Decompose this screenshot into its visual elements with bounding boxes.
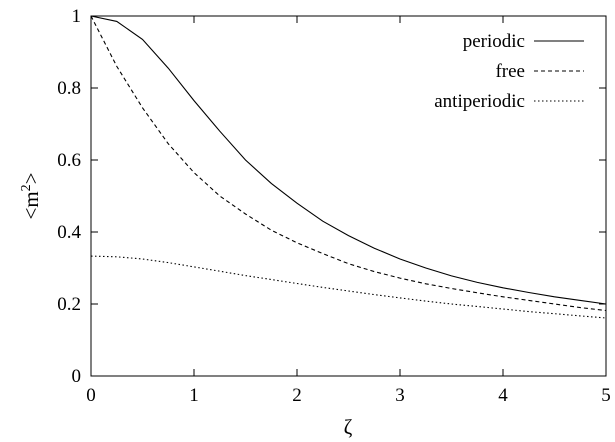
y-axis-label-superscript: 2 <box>19 184 34 191</box>
y-axis-label: <m2> <box>19 172 43 219</box>
axis-tick-labels: 0 1 2 3 4 5 0 0.2 0.4 0.6 0.8 1 <box>57 6 611 406</box>
y-tick-label: 0.6 <box>57 150 81 171</box>
y-axis-label-base: <m <box>19 191 43 219</box>
series-lines <box>90 15 607 319</box>
x-axis-label: ζ <box>344 415 353 439</box>
y-tick-label: 0.2 <box>57 294 81 315</box>
series-line-periodic <box>90 15 607 305</box>
axis-ticks <box>90 15 607 377</box>
x-tick-label: 5 <box>601 385 611 406</box>
x-tick-label: 2 <box>292 385 302 406</box>
legend-label-periodic: periodic <box>463 31 525 52</box>
legend-label-antiperiodic: antiperiodic <box>434 91 525 112</box>
y-axis-label-close: > <box>19 172 43 184</box>
series-line-antiperiodic <box>90 255 607 319</box>
x-tick-label: 1 <box>189 385 199 406</box>
x-tick-label: 3 <box>395 385 405 406</box>
legend: periodic free antiperiodic <box>434 31 584 112</box>
series-line-free <box>90 15 607 312</box>
y-tick-label: 0.4 <box>57 222 81 243</box>
x-tick-label: 4 <box>498 385 508 406</box>
y-tick-label: 0 <box>72 366 82 387</box>
x-tick-label: 0 <box>86 385 96 406</box>
y-tick-label: 0.8 <box>57 78 81 99</box>
legend-label-free: free <box>495 61 525 82</box>
plot-frame <box>90 15 607 377</box>
y-tick-label: 1 <box>72 6 82 27</box>
